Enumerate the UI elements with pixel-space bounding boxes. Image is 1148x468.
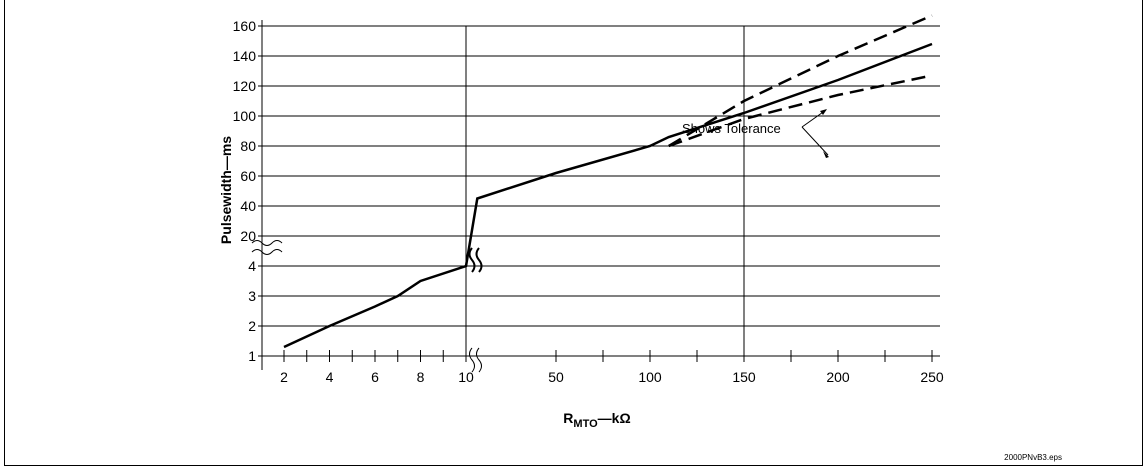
x-tick-label: 2 xyxy=(280,369,288,385)
y-tick-label: 80 xyxy=(240,138,256,154)
x-tick-label: 100 xyxy=(638,369,662,385)
x-tick-label: 6 xyxy=(371,369,379,385)
annotation-arrow-upper xyxy=(820,109,827,115)
tick-marks xyxy=(258,25,933,362)
y-tick-label: 2 xyxy=(248,318,256,334)
x-axis-title: RMTO—kΩ xyxy=(563,410,630,430)
x-tick-label: 4 xyxy=(326,369,334,385)
axis-break-marks xyxy=(251,240,483,373)
y-tick-label: 160 xyxy=(233,18,257,34)
y-axis-break-mark xyxy=(251,249,283,255)
annotation-arrow-lower xyxy=(823,151,829,158)
y-tick-label: 40 xyxy=(240,198,256,214)
y-tick-label: 60 xyxy=(240,168,256,184)
y-tick-label: 100 xyxy=(233,108,257,124)
y-axis-break-mark xyxy=(251,240,283,246)
x-tick-label: 150 xyxy=(732,369,756,385)
tick-labels: 1 2 3 4 20 40 60 80 100 120 140 160 2 4 6 8 10 50 100 150 20… xyxy=(233,18,944,385)
curve-break-mark xyxy=(468,247,476,273)
y-tick-label: 4 xyxy=(248,258,256,274)
figure-filename: 2000PNvB3.eps xyxy=(1004,453,1062,462)
x-axis-title-subscript: MTO xyxy=(573,418,598,430)
x-axis-break-mark xyxy=(469,347,475,373)
x-tick-label: 10 xyxy=(458,369,474,385)
y-tick-label: 120 xyxy=(233,78,257,94)
y-tick-label: 1 xyxy=(248,348,256,364)
curve-break-mark xyxy=(475,247,483,273)
x-tick-label: 200 xyxy=(826,369,850,385)
x-axis-break-mark xyxy=(476,347,482,373)
x-axis-title-rest: —kΩ xyxy=(598,410,631,426)
x-axis-title-main: R xyxy=(563,410,573,426)
series-line-nominal xyxy=(283,42,933,349)
y-tick-label: 3 xyxy=(248,288,256,304)
series-line-tolerance xyxy=(668,74,933,148)
y-axis-title: Pulsewidth—ms xyxy=(218,136,234,244)
x-tick-label: 250 xyxy=(920,369,944,385)
figure-frame xyxy=(4,0,1143,466)
series-lines xyxy=(283,14,933,349)
annotation-leader-lower xyxy=(801,126,829,156)
gridlines xyxy=(262,25,940,356)
tolerance-annotation: Shows Tolerance xyxy=(682,121,781,136)
y-tick-label: 20 xyxy=(240,228,256,244)
y-tick-label: 140 xyxy=(233,48,257,64)
axes xyxy=(261,20,940,370)
x-tick-label: 8 xyxy=(417,369,425,385)
x-tick-label: 50 xyxy=(548,369,564,385)
series-line-tolerance xyxy=(668,14,933,148)
